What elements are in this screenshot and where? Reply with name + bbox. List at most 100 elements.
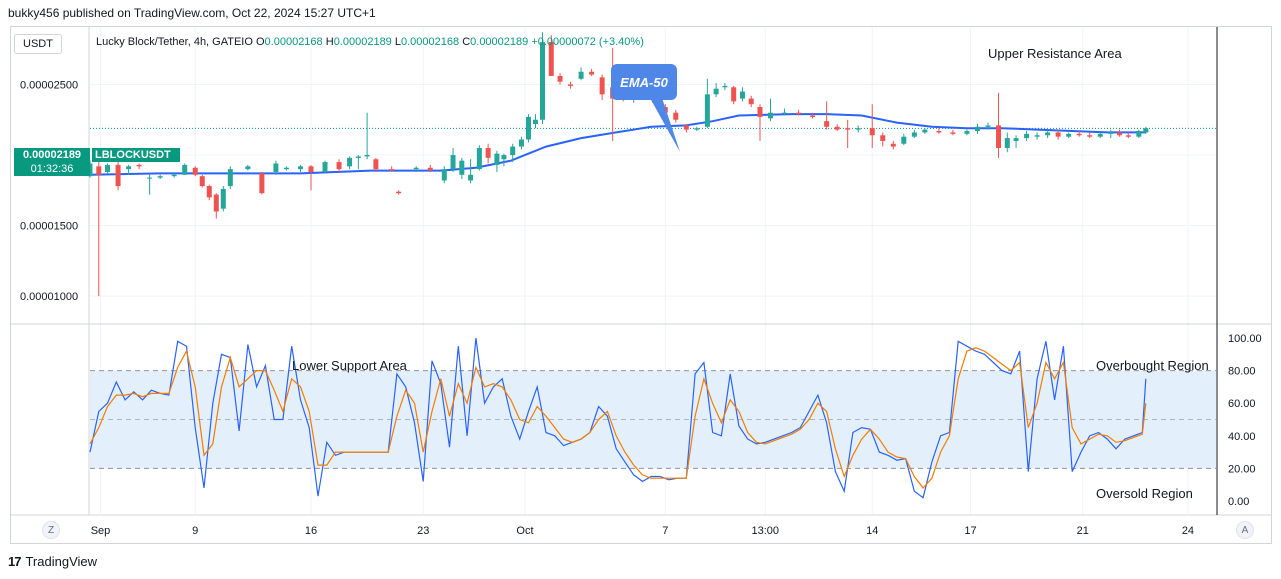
candle-body (722, 85, 728, 88)
candle-body (578, 71, 584, 79)
candle-body (768, 112, 774, 119)
time-tick-label: Oct (516, 525, 533, 537)
candle-body (126, 166, 132, 170)
candle-body (518, 139, 524, 147)
candle-body (704, 94, 710, 127)
candle-body (494, 153, 500, 165)
candle-body (192, 167, 198, 175)
candle-body (1117, 132, 1123, 136)
z-button[interactable]: Z (42, 521, 60, 539)
low-label: L (394, 36, 401, 48)
candle-body (782, 112, 788, 114)
time-tick-label: 16 (305, 525, 317, 537)
candle-body (985, 125, 991, 127)
price-tick-label: 0.00001000 (20, 291, 78, 303)
last-price-tag: 0.00002189 LBLOCKUSDT (14, 148, 180, 162)
candle-body (87, 163, 93, 177)
candle-body (227, 169, 233, 187)
ema-callout: EMA-50 (611, 64, 677, 100)
candle-body (1108, 132, 1114, 134)
close-value: 0.00002189 (470, 36, 529, 48)
candle-body (548, 42, 554, 76)
tradingview-footer[interactable]: 17 TradingView (8, 554, 97, 569)
candle-body (890, 143, 896, 147)
candle-body (147, 177, 153, 179)
open-label: O (255, 36, 265, 48)
candle-body (468, 174, 474, 181)
candle-body (171, 174, 177, 177)
time-tick-label: 21 (1077, 525, 1089, 537)
candle-body (413, 167, 419, 170)
candle-body (501, 155, 507, 160)
candle-body (936, 131, 942, 133)
candle-body (1055, 132, 1061, 137)
auto-scale-button[interactable]: A (1236, 521, 1254, 539)
stochastic-d-line (89, 347, 1147, 489)
candle-body (557, 75, 563, 82)
candle-body (1125, 135, 1131, 137)
bar-countdown: 01:32:36 (14, 162, 90, 176)
candle-body (355, 156, 361, 158)
candle-body (245, 166, 251, 170)
high-value: 0.00002189 (333, 36, 392, 48)
tradingview-brand: TradingView (25, 554, 98, 569)
stochastic-tick-label: 60.00 (1228, 398, 1256, 410)
stochastic-tick-label: 0.00 (1228, 496, 1249, 508)
candle-body (683, 125, 689, 130)
time-tick-label: 14 (866, 525, 878, 537)
candle-body (96, 166, 102, 175)
candle-body (855, 128, 861, 130)
candle-body (105, 164, 111, 172)
candle-body (322, 162, 328, 172)
time-tick-label: 24 (1182, 525, 1194, 537)
candle-body (510, 146, 516, 156)
tradingview-logo-icon: 17 (8, 554, 22, 569)
candle-body (213, 194, 219, 212)
last-price-value: 0.00002189 (14, 148, 90, 162)
candle-body (199, 176, 205, 187)
candle-body (364, 155, 370, 157)
candle-body (824, 121, 830, 127)
open-value: 0.00002168 (264, 36, 323, 48)
candle-body (964, 131, 970, 134)
candle-body (336, 162, 342, 170)
annotation-layer: Upper Resistance Area Lower Support Area… (292, 46, 1209, 501)
oversold-label: Oversold Region (1096, 486, 1193, 501)
candle-layer (87, 32, 1149, 297)
time-tick-label: Sep (91, 525, 111, 537)
candle-body (568, 84, 574, 86)
candle-body (731, 87, 737, 102)
candle-body (1045, 132, 1051, 136)
candle-body (136, 164, 142, 167)
candle-body (373, 159, 379, 170)
candle-body (1076, 133, 1082, 136)
ema-layer (89, 113, 1146, 176)
candle-body (901, 136, 907, 144)
change-value: +0.00000072 (+3.40%) (531, 36, 644, 48)
candle-body (869, 128, 875, 136)
candle-body (1024, 133, 1030, 139)
candle-body (757, 107, 763, 117)
candle-body (157, 176, 163, 178)
candle-body (1143, 128, 1149, 133)
candle-body (1136, 131, 1142, 137)
candle-body (1097, 133, 1103, 137)
candle-body (739, 91, 745, 99)
candle-body (880, 135, 886, 141)
candle-body (1004, 138, 1010, 148)
stochastic-layer (89, 337, 1147, 499)
candle-body (1087, 135, 1093, 137)
candle-body (389, 169, 395, 171)
candle-body (220, 188, 226, 209)
stochastic-tick-label: 20.00 (1228, 463, 1256, 475)
candle-body (525, 116, 531, 140)
currency-selector[interactable]: USDT (14, 34, 62, 54)
overbought-label: Overbought Region (1096, 358, 1209, 373)
candle-body (182, 164, 188, 175)
candle-body (1034, 135, 1040, 137)
candle-body (599, 77, 605, 95)
ticker-legend: Lucky Block/Tether, 4h, GATEIO O0.000021… (96, 36, 644, 48)
time-tick-label: 23 (417, 525, 429, 537)
stochastic-tick-label: 80.00 (1228, 366, 1256, 378)
